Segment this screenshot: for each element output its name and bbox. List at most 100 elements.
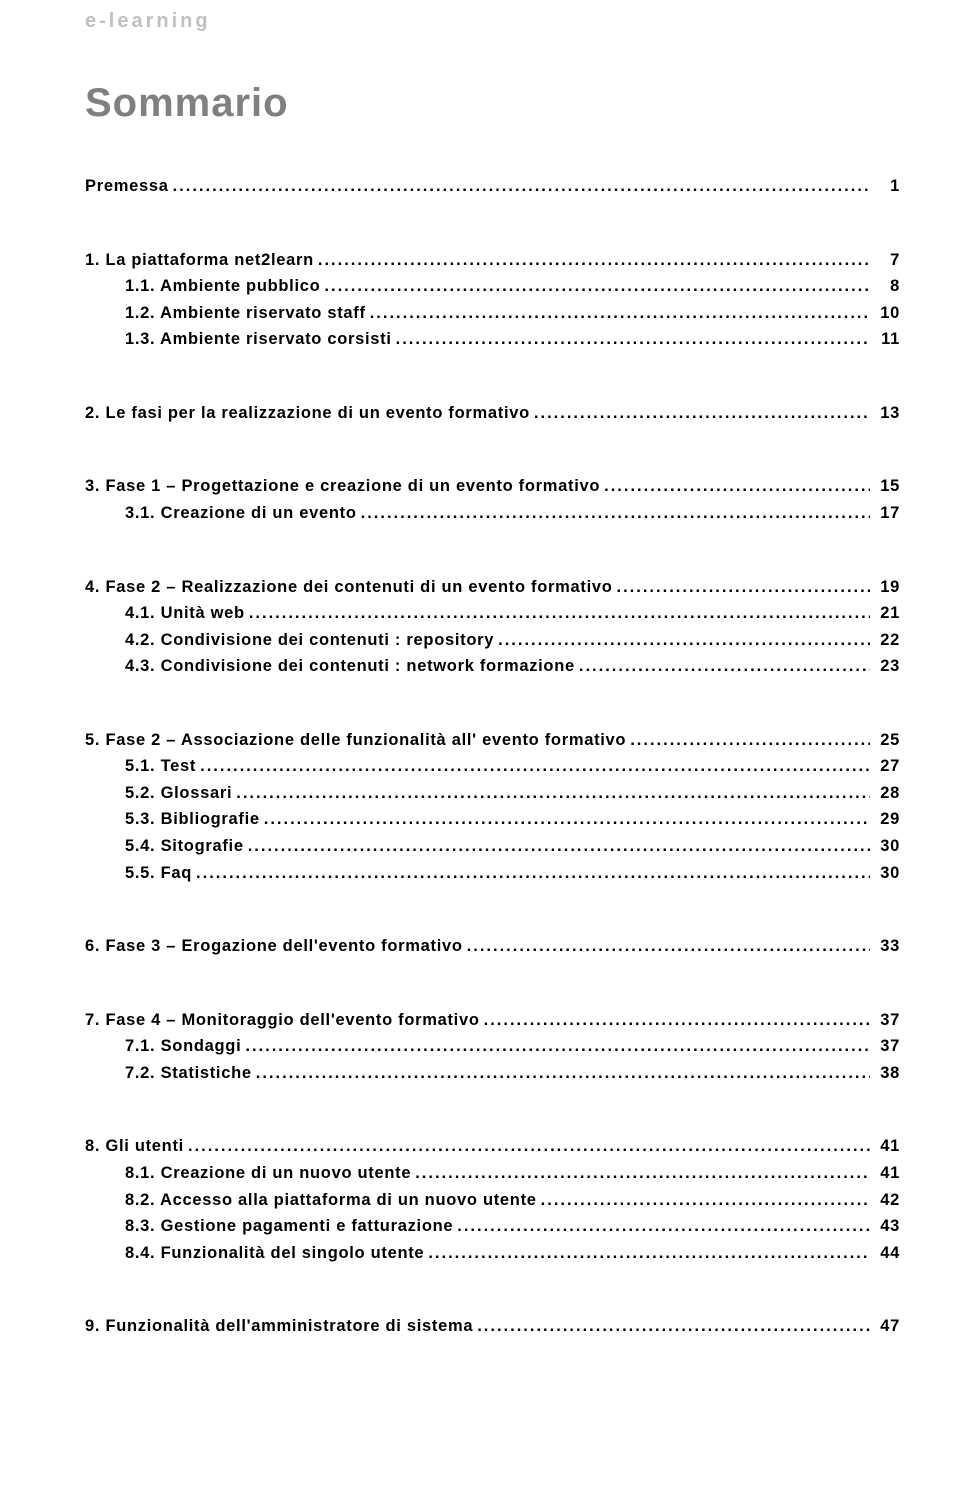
toc-entry[interactable]: 5.4. Sitografie 30 (85, 834, 900, 860)
toc-leader-dots (252, 1061, 870, 1087)
toc-leader-dots (411, 1161, 870, 1187)
toc-entry-page: 8 (870, 274, 900, 300)
toc-leader-dots (357, 501, 870, 527)
toc-entry[interactable]: 6. Fase 3 – Erogazione dell'evento forma… (85, 934, 900, 960)
toc-entry-page: 37 (870, 1034, 900, 1060)
toc-group: 8. Gli utenti418.1. Creazione di un nuov… (85, 1134, 900, 1266)
toc-entry-label: 7.2. Statistiche (125, 1061, 252, 1087)
toc-leader-dots (196, 754, 870, 780)
toc-entry[interactable]: 8.4. Funzionalità del singolo utente44 (85, 1241, 900, 1267)
toc-entry-page: 30 (870, 861, 900, 887)
table-of-contents: Premessa 1 1. La piattaforma net2learn71.1… (85, 174, 900, 1340)
toc-entry[interactable]: 4.1. Unità web 21 (85, 601, 900, 627)
toc-entry-page: 30 (870, 834, 900, 860)
toc-leader-dots (575, 654, 870, 680)
toc-entry-page: 15 (870, 474, 900, 500)
toc-entry-label: 8.3. Gestione pagamenti e fatturazione (125, 1214, 453, 1240)
toc-entry[interactable]: 9. Funzionalità dell'amministratore di s… (85, 1314, 900, 1340)
toc-entry-label: 5.1. Test (125, 754, 196, 780)
toc-entry[interactable]: 1. La piattaforma net2learn7 (85, 248, 900, 274)
toc-group: 5. Fase 2 – Associazione delle funzional… (85, 728, 900, 886)
toc-leader-dots (184, 1134, 870, 1160)
toc-group: 9. Funzionalità dell'amministratore di s… (85, 1314, 900, 1340)
toc-entry-page: 27 (870, 754, 900, 780)
toc-entry[interactable]: 1.3. Ambiente riservato corsisti 11 (85, 327, 900, 353)
toc-entry-label: 4.2. Condivisione dei contenuti : reposi… (125, 628, 494, 654)
toc-entry-label: Premessa (85, 174, 169, 200)
toc-leader-dots (424, 1241, 870, 1267)
toc-entry[interactable]: 8.1. Creazione di un nuovo utente41 (85, 1161, 900, 1187)
toc-entry-label: 5.3. Bibliografie (125, 807, 260, 833)
toc-leader-dots (244, 834, 870, 860)
toc-entry-page: 19 (870, 575, 900, 601)
toc-entry[interactable]: 7.1. Sondaggi 37 (85, 1034, 900, 1060)
toc-entry-label: 8.1. Creazione di un nuovo utente (125, 1161, 411, 1187)
toc-entry-label: 5.2. Glossari (125, 781, 232, 807)
toc-entry[interactable]: 8. Gli utenti41 (85, 1134, 900, 1160)
toc-entry-label: 5.5. Faq (125, 861, 192, 887)
toc-entry[interactable]: Premessa 1 (85, 174, 900, 200)
toc-group: Premessa 1 (85, 174, 900, 200)
toc-group: 3. Fase 1 – Progettazione e creazione di… (85, 474, 900, 526)
toc-entry-page: 28 (870, 781, 900, 807)
toc-entry-label: 3.1. Creazione di un evento (125, 501, 357, 527)
toc-entry[interactable]: 7.2. Statistiche 38 (85, 1061, 900, 1087)
toc-leader-dots (480, 1008, 870, 1034)
toc-entry-page: 47 (870, 1314, 900, 1340)
toc-entry-label: 1.3. Ambiente riservato corsisti (125, 327, 392, 353)
toc-entry-label: 7. Fase 4 – Monitoraggio dell'evento for… (85, 1008, 480, 1034)
toc-entry[interactable]: 1.2. Ambiente riservato staff10 (85, 301, 900, 327)
toc-entry[interactable]: 8.3. Gestione pagamenti e fatturazione 43 (85, 1214, 900, 1240)
toc-leader-dots (169, 174, 870, 200)
toc-leader-dots (192, 861, 870, 887)
toc-entry-label: 5.4. Sitografie (125, 834, 244, 860)
toc-entry-label: 4. Fase 2 – Realizzazione dei contenuti … (85, 575, 613, 601)
toc-entry[interactable]: 7. Fase 4 – Monitoraggio dell'evento for… (85, 1008, 900, 1034)
toc-entry[interactable]: 3. Fase 1 – Progettazione e creazione di… (85, 474, 900, 500)
toc-leader-dots (613, 575, 870, 601)
toc-entry[interactable]: 5.2. Glossari 28 (85, 781, 900, 807)
toc-leader-dots (232, 781, 870, 807)
toc-leader-dots (245, 601, 870, 627)
toc-entry-label: 6. Fase 3 – Erogazione dell'evento forma… (85, 934, 463, 960)
toc-entry[interactable]: 4.2. Condivisione dei contenuti : reposi… (85, 628, 900, 654)
toc-entry-page: 22 (870, 628, 900, 654)
toc-group: 6. Fase 3 – Erogazione dell'evento forma… (85, 934, 900, 960)
toc-entry[interactable]: 8.2. Accesso alla piattaforma di un nuov… (85, 1188, 900, 1214)
toc-group: 4. Fase 2 – Realizzazione dei contenuti … (85, 575, 900, 680)
toc-entry[interactable]: 5.5. Faq 30 (85, 861, 900, 887)
toc-group: 1. La piattaforma net2learn71.1. Ambient… (85, 248, 900, 353)
toc-entry[interactable]: 2. Le fasi per la realizzazione di un ev… (85, 401, 900, 427)
toc-leader-dots (626, 728, 870, 754)
toc-entry-page: 10 (870, 301, 900, 327)
toc-entry[interactable]: 3.1. Creazione di un evento17 (85, 501, 900, 527)
toc-entry-page: 1 (870, 174, 900, 200)
toc-entry[interactable]: 4.3. Condivisione dei contenuti : networ… (85, 654, 900, 680)
toc-entry-label: 2. Le fasi per la realizzazione di un ev… (85, 401, 530, 427)
toc-entry-label: 5. Fase 2 – Associazione delle funzional… (85, 728, 626, 754)
toc-entry[interactable]: 1.1. Ambiente pubblico8 (85, 274, 900, 300)
document-header: e-learning (85, 10, 900, 33)
toc-entry-page: 38 (870, 1061, 900, 1087)
toc-entry-label: 7.1. Sondaggi (125, 1034, 241, 1060)
toc-entry-page: 44 (870, 1241, 900, 1267)
toc-leader-dots (366, 301, 870, 327)
toc-entry-page: 7 (870, 248, 900, 274)
toc-entry-page: 43 (870, 1214, 900, 1240)
toc-entry[interactable]: 5. Fase 2 – Associazione delle funzional… (85, 728, 900, 754)
toc-entry-page: 33 (870, 934, 900, 960)
toc-leader-dots (241, 1034, 870, 1060)
toc-entry-page: 21 (870, 601, 900, 627)
toc-entry[interactable]: 4. Fase 2 – Realizzazione dei contenuti … (85, 575, 900, 601)
toc-entry-page: 25 (870, 728, 900, 754)
toc-leader-dots (453, 1214, 870, 1240)
toc-entry-page: 11 (870, 327, 900, 353)
toc-entry[interactable]: 5.3. Bibliografie 29 (85, 807, 900, 833)
toc-entry-label: 4.1. Unità web (125, 601, 245, 627)
toc-leader-dots (463, 934, 870, 960)
toc-entry[interactable]: 5.1. Test 27 (85, 754, 900, 780)
toc-entry-page: 29 (870, 807, 900, 833)
toc-leader-dots (320, 274, 870, 300)
toc-entry-page: 13 (870, 401, 900, 427)
toc-entry-page: 37 (870, 1008, 900, 1034)
